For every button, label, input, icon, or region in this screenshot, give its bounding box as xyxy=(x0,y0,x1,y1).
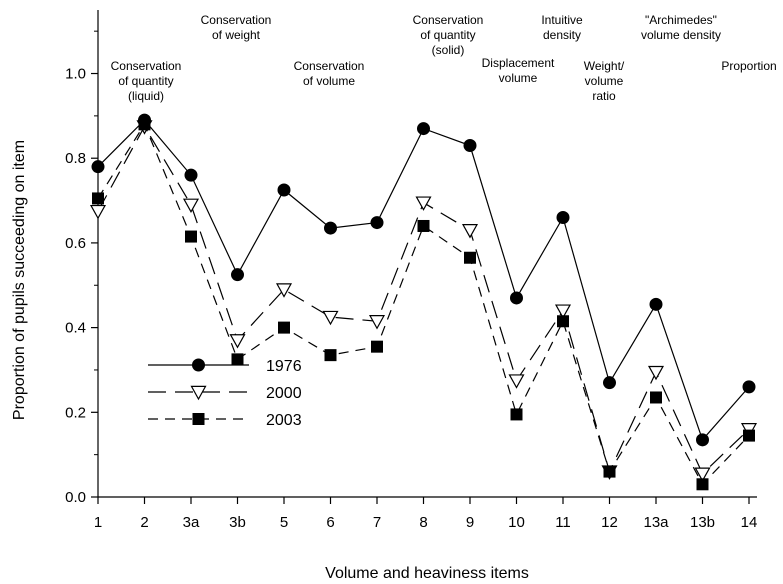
data-point-2003 xyxy=(510,408,523,421)
data-point-1976 xyxy=(231,268,244,282)
item-annotation: Conservation of weight xyxy=(201,13,272,42)
data-point-2003 xyxy=(417,219,430,232)
item-annotations: Conservation of quantity (liquid) Conservat… xyxy=(111,13,777,103)
y-tick-label: 0.6 xyxy=(65,235,86,252)
data-point-2003 xyxy=(324,349,337,362)
data-point-1976 xyxy=(649,297,663,311)
item-annotation: Displacement volume xyxy=(482,56,555,85)
data-point-2000 xyxy=(647,365,665,381)
data-point-1976 xyxy=(417,122,430,136)
x-tick-label: 7 xyxy=(373,514,381,531)
data-point-1976 xyxy=(742,380,756,394)
x-tick-label: 3a xyxy=(183,514,200,531)
x-axis-title: Volume and heaviness items xyxy=(325,565,529,582)
x-tick-label: 1 xyxy=(94,514,102,531)
data-point-2003 xyxy=(185,230,197,243)
x-tick-label: 6 xyxy=(326,514,334,531)
data-point-2003 xyxy=(696,478,709,491)
data-point-2000 xyxy=(275,283,293,298)
item-annotation: "Archimedes" volume density xyxy=(641,13,721,42)
item-annotation: Conservation of quantity (solid) xyxy=(413,13,484,57)
data-point-2000 xyxy=(89,204,107,220)
legend-marker xyxy=(192,358,205,372)
data-point-2003 xyxy=(464,251,476,264)
legend-marker xyxy=(190,385,207,401)
y-tick-label: 0.2 xyxy=(65,404,86,421)
data-point-1976 xyxy=(696,433,709,447)
data-point-1976 xyxy=(603,376,616,390)
item-annotation: Conservation of volume xyxy=(294,59,365,88)
item-annotation: Intuitive density xyxy=(541,13,583,42)
legend-label: 1976 xyxy=(266,358,302,375)
data-point-1976 xyxy=(277,183,291,197)
axes xyxy=(97,10,757,498)
data-point-2000 xyxy=(322,310,339,326)
x-tick-label: 5 xyxy=(280,514,288,531)
data-point-1976 xyxy=(463,139,477,153)
series-2000 xyxy=(89,120,758,482)
data-point-2003 xyxy=(231,353,244,366)
y-tick-label: 0.8 xyxy=(65,150,86,167)
data-point-2003 xyxy=(650,391,662,404)
data-point-2003 xyxy=(278,321,290,334)
data-point-2000 xyxy=(461,224,479,239)
data-point-2000 xyxy=(554,304,572,319)
x-axis-ticks: 1 2 3a 3b 5 6 7 8 9 10 11 12 13a 13b 14 xyxy=(94,497,758,531)
data-point-2003 xyxy=(603,465,616,478)
data-point-2003 xyxy=(138,118,151,131)
data-point-2000 xyxy=(368,315,386,330)
legend: 1976 2000 2003 xyxy=(148,358,302,429)
data-point-2003 xyxy=(557,315,569,328)
series-2003 xyxy=(92,118,755,491)
item-annotation: Weight/volume ratio xyxy=(584,59,625,103)
x-tick-label: 10 xyxy=(508,514,525,531)
data-point-2003 xyxy=(743,429,755,442)
data-point-2000 xyxy=(229,334,246,349)
legend-item-2000: 2000 xyxy=(148,385,302,402)
data-point-1976 xyxy=(91,160,105,174)
data-point-1976 xyxy=(324,221,337,235)
legend-label: 2000 xyxy=(266,385,302,402)
x-tick-label: 8 xyxy=(419,514,427,531)
legend-item-1976: 1976 xyxy=(148,358,302,375)
x-tick-label: 2 xyxy=(140,514,148,531)
x-tick-label: 13a xyxy=(643,514,669,531)
y-axis-title: Proportion of pupils succeeding on item xyxy=(11,140,28,420)
item-annotation: Conservation of quantity (liquid) xyxy=(111,59,182,103)
data-point-2000 xyxy=(694,467,711,482)
x-tick-label: 9 xyxy=(466,514,474,531)
series-1976 xyxy=(91,113,756,447)
data-point-2000 xyxy=(182,198,200,214)
data-point-2003 xyxy=(371,340,383,353)
series-group xyxy=(89,113,758,491)
x-tick-label: 3b xyxy=(229,514,246,531)
data-point-2000 xyxy=(415,196,432,211)
data-point-1976 xyxy=(556,211,570,225)
data-point-2000 xyxy=(508,374,525,389)
x-tick-label: 14 xyxy=(741,514,758,531)
data-point-1976 xyxy=(184,168,198,182)
data-point-2003 xyxy=(92,192,104,205)
x-tick-label: 11 xyxy=(555,514,571,531)
x-tick-label: 12 xyxy=(601,514,618,531)
y-tick-label: 1.0 xyxy=(65,66,86,83)
data-point-1976 xyxy=(370,216,384,230)
y-axis-ticks: 0.0 0.2 0.4 0.6 0.8 1.0 xyxy=(65,30,98,506)
legend-label: 2003 xyxy=(266,412,302,429)
x-tick-label: 13b xyxy=(690,514,715,531)
legend-marker xyxy=(192,413,205,425)
y-tick-label: 0.4 xyxy=(65,320,86,337)
legend-item-2003: 2003 xyxy=(148,412,302,429)
data-point-1976 xyxy=(510,291,523,305)
item-annotation: Proportion xyxy=(721,59,776,73)
y-tick-label: 0.0 xyxy=(65,489,86,506)
